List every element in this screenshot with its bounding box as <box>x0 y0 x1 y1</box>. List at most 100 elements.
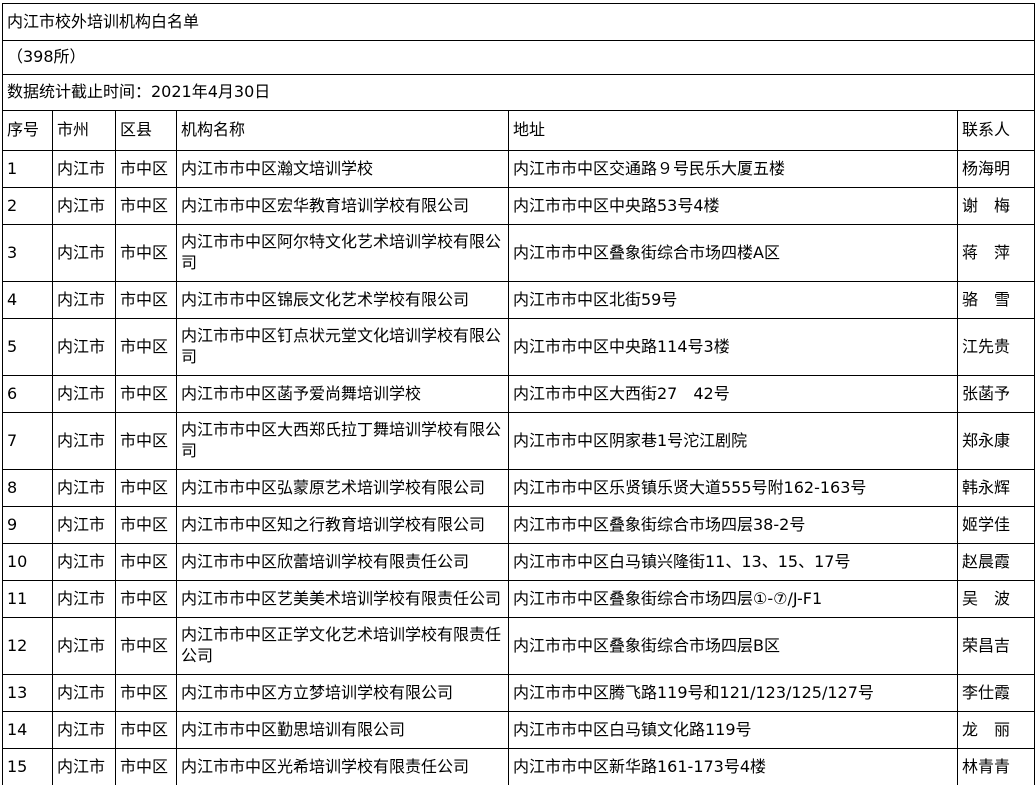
cell-institution: 内江市市中区艺美美术培训学校有限责任公司 <box>176 580 509 618</box>
cell-institution: 内江市市中区知之行教育培训学校有限公司 <box>176 506 509 544</box>
cell-district: 市中区 <box>115 318 177 376</box>
cell-no: 1 <box>2 150 53 188</box>
cell-address: 内江市市中区新华路161-173号4楼 <box>508 748 958 785</box>
cell-institution: 内江市市中区钉点状元堂文化培训学校有限公司 <box>176 318 509 376</box>
data-cutoff-note: 数据统计截止时间：2021年4月30日 <box>1 74 1035 111</box>
cell-district: 市中区 <box>115 412 177 470</box>
cell-district: 市中区 <box>115 469 177 507</box>
column-header-address: 地址 <box>508 110 958 151</box>
cell-institution: 内江市市中区方立梦培训学校有限公司 <box>176 674 509 712</box>
cell-city: 内江市 <box>52 506 116 544</box>
cell-district: 市中区 <box>115 674 177 712</box>
cell-contact: 林青青 <box>956 748 1035 785</box>
cell-institution: 内江市市中区阿尔特文化艺术培训学校有限公司 <box>176 224 509 282</box>
cell-city: 内江市 <box>52 748 116 785</box>
cell-city: 内江市 <box>52 224 116 282</box>
table-row: 4 内江市 市中区 内江市市中区锦辰文化艺术学校有限公司 内江市市中区北街59号骆 雪 <box>2 281 1035 319</box>
table-row: 2 内江市 市中区 内江市市中区宏华教育培训学校有限公司 内江市市中区中央路53号4楼谢… <box>2 187 1035 225</box>
cell-district: 市中区 <box>115 543 177 581</box>
cell-address: 内江市市中区白马镇兴隆街11、13、15、17号 <box>508 543 958 581</box>
column-header-contact: 联系人 <box>956 110 1035 151</box>
cell-no: 13 <box>2 674 53 712</box>
cell-contact: 江先贵 <box>956 318 1035 376</box>
column-header-row: 序号 市州 区县 机构名称 地址 联系人 <box>2 110 1035 151</box>
table-title: 内江市校外培训机构白名单 <box>1 3 1035 41</box>
cell-contact: 郑永康 <box>956 412 1035 470</box>
cell-contact: 蒋 萍 <box>956 224 1035 282</box>
cell-district: 市中区 <box>115 617 177 675</box>
cell-institution: 内江市市中区大西郑氏拉丁舞培训学校有限公司 <box>176 412 509 470</box>
cell-district: 市中区 <box>115 150 177 188</box>
table-row: 3 内江市 市中区 内江市市中区阿尔特文化艺术培训学校有限公司 内江市市中区叠象街综合市… <box>2 224 1035 282</box>
table-row: 9 内江市 市中区 内江市市中区知之行教育培训学校有限公司 内江市市中区叠象街综合市场四… <box>2 506 1035 544</box>
cell-address: 内江市市中区交通路９号民乐大厦五楼 <box>508 150 958 188</box>
cell-city: 内江市 <box>52 580 116 618</box>
cell-no: 14 <box>2 711 53 749</box>
cell-address: 内江市市中区北街59号 <box>508 281 958 319</box>
cell-institution: 内江市市中区光希培训学校有限责任公司 <box>176 748 509 785</box>
cell-city: 内江市 <box>52 375 116 413</box>
note-row: 数据统计截止时间：2021年4月30日 <box>1 74 1035 111</box>
cell-contact: 荣昌吉 <box>956 617 1035 675</box>
table-row: 5 内江市 市中区 内江市市中区钉点状元堂文化培训学校有限公司 内江市市中区中央路114… <box>2 318 1035 376</box>
cell-no: 5 <box>2 318 53 376</box>
column-header-institution: 机构名称 <box>176 110 509 151</box>
cell-city: 内江市 <box>52 543 116 581</box>
cell-no: 12 <box>2 617 53 675</box>
cell-city: 内江市 <box>52 187 116 225</box>
cell-city: 内江市 <box>52 469 116 507</box>
table-row: 6 内江市 市中区 内江市市中区菡予爱尚舞培训学校 内江市市中区大西街27 42号 张菡予 <box>2 375 1035 413</box>
cell-no: 2 <box>2 187 53 225</box>
cell-district: 市中区 <box>115 506 177 544</box>
column-header-no: 序号 <box>2 110 53 151</box>
table-row: 15 内江市 市中区 内江市市中区光希培训学校有限责任公司 内江市市中区新华路161-1… <box>2 748 1035 785</box>
table-row: 14 内江市 市中区 内江市市中区勤思培训有限公司 内江市市中区白马镇文化路119号龙 … <box>2 711 1035 749</box>
cell-contact: 姬学佳 <box>956 506 1035 544</box>
cell-city: 内江市 <box>52 412 116 470</box>
cell-institution: 内江市市中区瀚文培训学校 <box>176 150 509 188</box>
cell-district: 市中区 <box>115 224 177 282</box>
cell-address: 内江市市中区大西街27 42号 <box>508 375 958 413</box>
column-header-city: 市州 <box>52 110 116 151</box>
cell-contact: 李仕霞 <box>956 674 1035 712</box>
cell-contact: 骆 雪 <box>956 281 1035 319</box>
cell-address: 内江市市中区叠象街综合市场四层B区 <box>508 617 958 675</box>
cell-no: 8 <box>2 469 53 507</box>
cell-institution: 内江市市中区正学文化艺术培训学校有限责任公司 <box>176 617 509 675</box>
cell-no: 10 <box>2 543 53 581</box>
cell-address: 内江市市中区中央路114号3楼 <box>508 318 958 376</box>
cell-no: 9 <box>2 506 53 544</box>
cell-no: 4 <box>2 281 53 319</box>
cell-city: 内江市 <box>52 674 116 712</box>
cell-city: 内江市 <box>52 150 116 188</box>
cell-address: 内江市市中区叠象街综合市场四层①-⑦/J-F1 <box>508 580 958 618</box>
count-row: （398所） <box>1 40 1035 75</box>
cell-district: 市中区 <box>115 748 177 785</box>
cell-address: 内江市市中区腾飞路119号和121/123/125/127号 <box>508 674 958 712</box>
cell-city: 内江市 <box>52 711 116 749</box>
title-row: 内江市校外培训机构白名单 <box>1 3 1035 41</box>
cell-contact: 吴 波 <box>956 580 1035 618</box>
cell-address: 内江市市中区白马镇文化路119号 <box>508 711 958 749</box>
cell-address: 内江市市中区叠象街综合市场四楼A区 <box>508 224 958 282</box>
cell-district: 市中区 <box>115 281 177 319</box>
table-row: 8 内江市 市中区 内江市市中区弘蒙原艺术培训学校有限公司 内江市市中区乐贤镇乐贤大道5… <box>2 469 1035 507</box>
cell-contact: 杨海明 <box>956 150 1035 188</box>
cell-institution: 内江市市中区弘蒙原艺术培训学校有限公司 <box>176 469 509 507</box>
cell-address: 内江市市中区叠象街综合市场四层38-2号 <box>508 506 958 544</box>
cell-contact: 龙 丽 <box>956 711 1035 749</box>
cell-city: 内江市 <box>52 617 116 675</box>
cell-district: 市中区 <box>115 375 177 413</box>
cell-contact: 谢 梅 <box>956 187 1035 225</box>
cell-district: 市中区 <box>115 187 177 225</box>
table-row: 13 内江市 市中区 内江市市中区方立梦培训学校有限公司 内江市市中区腾飞路119号和1… <box>2 674 1035 712</box>
cell-contact: 张菡予 <box>956 375 1035 413</box>
table-row: 10 内江市 市中区 内江市市中区欣蕾培训学校有限责任公司 内江市市中区白马镇兴隆街11… <box>2 543 1035 581</box>
table-row: 11 内江市 市中区 内江市市中区艺美美术培训学校有限责任公司 内江市市中区叠象街综合市… <box>2 580 1035 618</box>
cell-contact: 韩永辉 <box>956 469 1035 507</box>
cell-contact: 赵晨霞 <box>956 543 1035 581</box>
cell-no: 7 <box>2 412 53 470</box>
cell-no: 15 <box>2 748 53 785</box>
cell-institution: 内江市市中区锦辰文化艺术学校有限公司 <box>176 281 509 319</box>
table-row: 12 内江市 市中区 内江市市中区正学文化艺术培训学校有限责任公司 内江市市中区叠象街综… <box>2 617 1035 675</box>
